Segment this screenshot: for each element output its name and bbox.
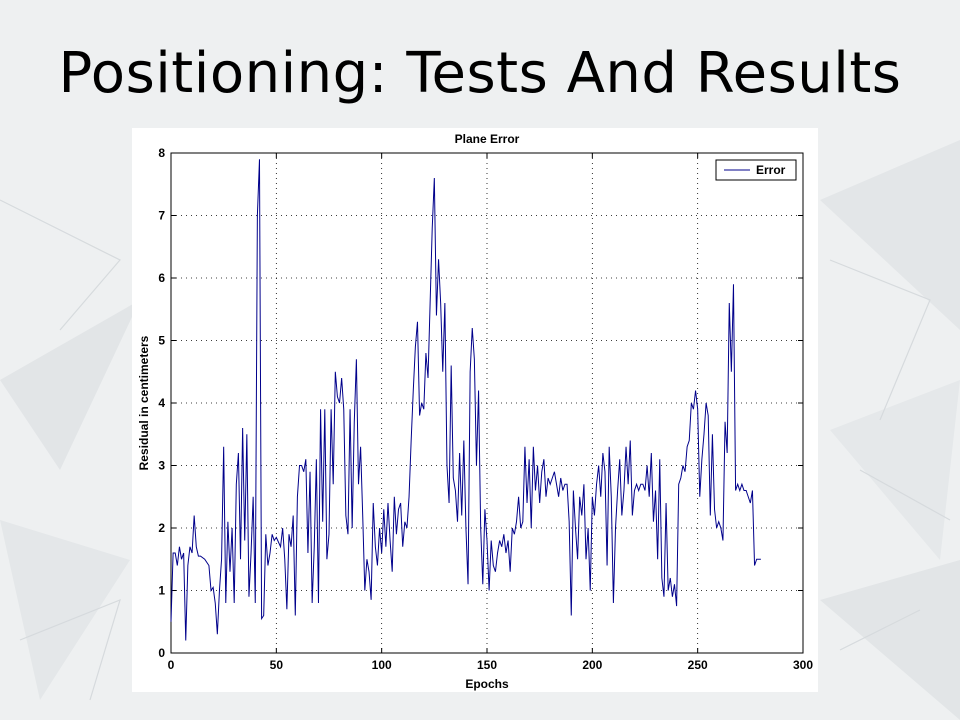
x-tick-label: 200 (582, 658, 602, 672)
x-tick-label: 300 (793, 658, 813, 672)
x-tick-label: 150 (477, 658, 497, 672)
x-axis-label: Epochs (465, 677, 509, 691)
legend: Error (715, 159, 797, 181)
y-tick-label: 1 (158, 584, 165, 598)
y-axis-label: Residual in centimeters (137, 335, 151, 470)
axis-ticks: 0 50 100 150 200 250 300 0 1 2 3 4 5 6 7 8 (158, 146, 813, 672)
grid-lines (171, 153, 803, 653)
y-tick-label: 0 (158, 646, 165, 660)
y-tick-label: 7 (158, 209, 165, 223)
y-tick-label: 4 (158, 396, 165, 410)
x-tick-label: 50 (270, 658, 284, 672)
chart-panel: 0 50 100 150 200 250 300 0 1 2 3 4 5 6 7 8 Plane Error … (132, 128, 818, 692)
y-tick-label: 5 (158, 334, 165, 348)
chart-title: Plane Error (455, 132, 520, 146)
y-tick-label: 8 (158, 146, 165, 160)
x-tick-label: 0 (168, 658, 175, 672)
series-line-error (170, 159, 761, 641)
legend-box (715, 159, 797, 181)
y-tick-label: 3 (158, 459, 165, 473)
y-tick-label: 2 (158, 521, 165, 535)
legend-label-error: Error (756, 163, 786, 177)
y-tick-label: 6 (158, 271, 165, 285)
slide-title: Positioning: Tests And Results (58, 41, 902, 106)
x-tick-label: 250 (688, 658, 708, 672)
x-tick-label: 100 (372, 658, 392, 672)
